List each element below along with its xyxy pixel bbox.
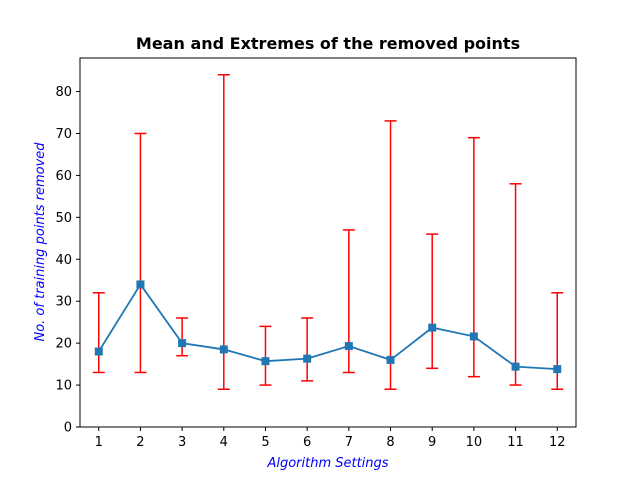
mean-point-12: [553, 365, 562, 374]
x-tick-label-9: 9: [428, 435, 436, 450]
chart-title: Mean and Extremes of the removed points: [136, 34, 520, 53]
y-tick-label-50: 50: [55, 211, 72, 226]
mean-point-10: [469, 332, 478, 341]
x-tick-label-2: 2: [136, 435, 144, 450]
mean-point-4: [219, 345, 228, 354]
x-tick-label-3: 3: [178, 435, 186, 450]
mean-point-8: [386, 355, 395, 364]
mean-point-9: [428, 323, 437, 332]
y-tick-label-40: 40: [55, 253, 72, 268]
y-tick-label-10: 10: [55, 379, 72, 394]
x-tick-label-1: 1: [95, 435, 103, 450]
mean-point-6: [303, 354, 312, 363]
mean-point-7: [344, 342, 353, 351]
y-tick-label-0: 0: [64, 421, 72, 436]
x-tick-label-11: 11: [507, 435, 524, 450]
x-tick-label-12: 12: [549, 435, 566, 450]
mean-point-1: [94, 347, 103, 356]
y-axis-label: No. of training points removed: [33, 142, 48, 342]
x-axis-label: Algorithm Settings: [266, 456, 388, 471]
mean-line: [97, 282, 558, 371]
x-tick-label-8: 8: [386, 435, 394, 450]
x-tick-label-7: 7: [345, 435, 353, 450]
y-tick-label-70: 70: [55, 127, 72, 142]
y-tick-label-30: 30: [55, 295, 72, 310]
plot-frame: [79, 57, 577, 428]
mean-point-2: [136, 280, 145, 289]
mean-point-3: [178, 339, 187, 348]
x-tick-label-6: 6: [303, 435, 311, 450]
y-tick-label-80: 80: [55, 85, 72, 100]
mean-point-5: [261, 357, 270, 366]
x-tick-label-5: 5: [261, 435, 269, 450]
x-tick-label-10: 10: [466, 435, 483, 450]
x-tick-label-4: 4: [220, 435, 228, 450]
mean-point-11: [511, 362, 520, 371]
y-tick-label-20: 20: [55, 337, 72, 352]
y-tick-label-60: 60: [55, 169, 72, 184]
plot-area: [92, 74, 564, 391]
